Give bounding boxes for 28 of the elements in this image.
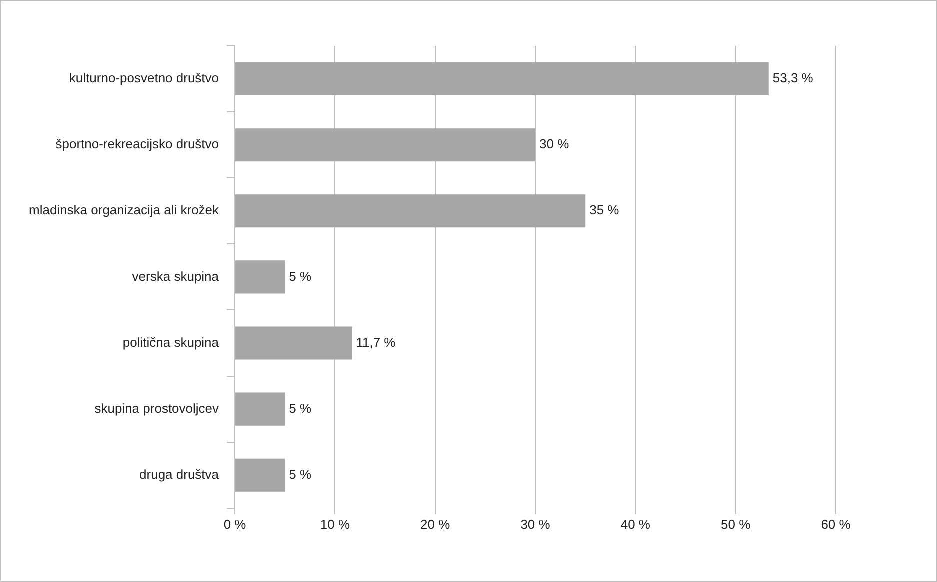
data-label: 53,3 % — [772, 70, 814, 86]
y-tick-label: kulturno-posvetno društvo — [69, 70, 220, 86]
data-label: 5 % — [289, 400, 312, 416]
x-tick-label: 50 % — [721, 516, 752, 532]
x-tick-label: 20 % — [420, 516, 451, 532]
y-tick-label: skupina prostovoljcev — [94, 400, 220, 416]
bar — [236, 194, 586, 228]
y-tick-label: politična skupina — [122, 334, 220, 350]
y-tick-label: verska skupina — [132, 268, 220, 284]
bar — [236, 260, 286, 294]
x-tick-label: 40 % — [620, 516, 651, 532]
y-tick-label: športno-rekreacijsko društvo — [56, 136, 220, 152]
data-label: 5 % — [289, 268, 312, 284]
y-tick-label: mladinska organizacija ali krožek — [29, 202, 220, 218]
bar — [236, 326, 352, 360]
x-tick-label: 10 % — [320, 516, 350, 532]
data-label: 30 % — [540, 136, 570, 152]
bar — [236, 458, 286, 492]
x-tick-label: 0 % — [224, 516, 247, 532]
bar — [236, 62, 769, 96]
x-tick-label: 60 % — [821, 516, 852, 532]
bar — [236, 128, 536, 162]
bar — [236, 392, 286, 426]
x-tick-label: 30 % — [520, 516, 551, 532]
data-label: 35 % — [590, 202, 620, 218]
data-label: 11,7 % — [356, 334, 396, 350]
data-label: 5 % — [289, 466, 312, 482]
y-tick-label: druga društva — [140, 466, 220, 482]
